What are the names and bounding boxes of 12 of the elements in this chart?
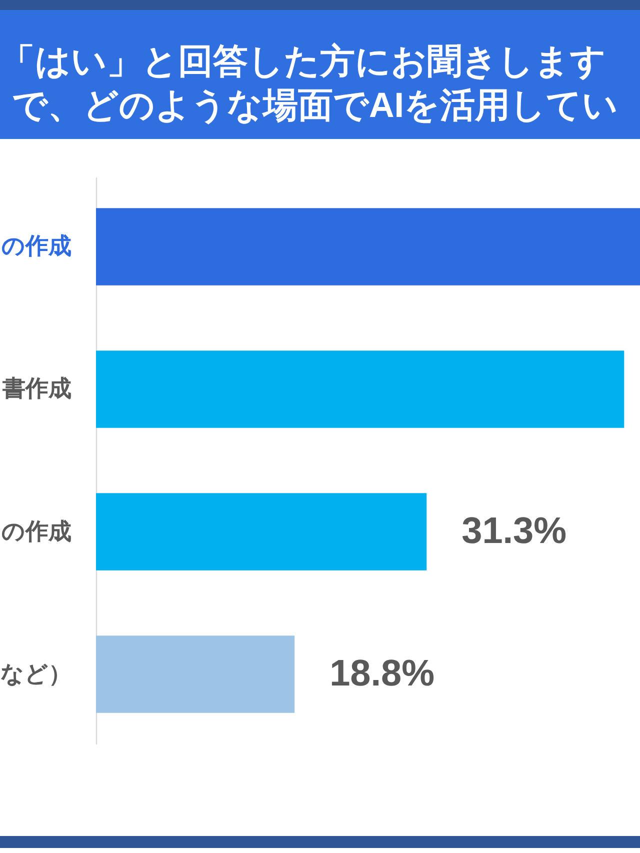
bar — [96, 493, 427, 570]
bar — [96, 208, 640, 286]
y-tick-label: など） — [0, 660, 72, 686]
chart-subtitle: で、どのような場面でAIを活用してい — [12, 86, 618, 125]
y-tick-label: の作成 — [2, 232, 72, 259]
bar — [96, 350, 624, 428]
data-label: 31.3% — [462, 510, 567, 551]
chart-title: 「はい」と回答した方にお聞きします — [0, 42, 606, 81]
bar — [96, 636, 295, 713]
y-tick-label: の作成 — [2, 518, 72, 544]
data-label: 18.8% — [330, 652, 435, 694]
y-tick-label: 書作成 — [2, 375, 72, 402]
